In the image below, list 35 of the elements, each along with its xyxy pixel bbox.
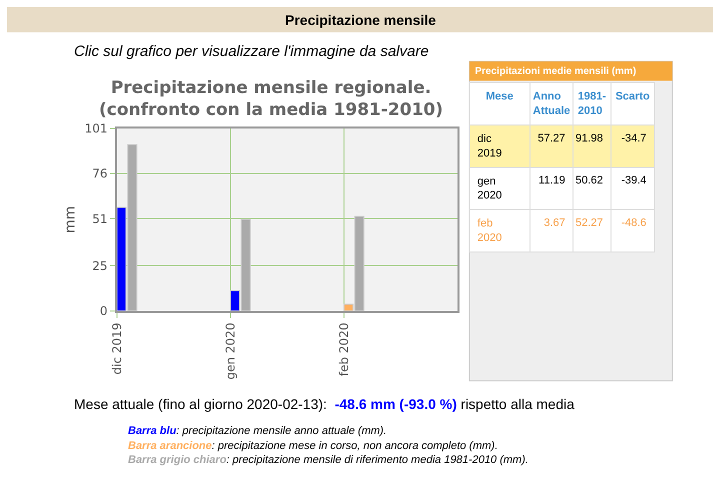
text: feb 2020 (477, 218, 502, 244)
text: 50.62 (575, 174, 603, 187)
text: Precipitazione mensile (285, 12, 436, 28)
chart-title: Precipitazione mensile regionale. (confronto con la media 1981-2010) (99, 78, 443, 120)
text: Anno Attuale (532, 90, 570, 118)
text: 52.27 (575, 216, 603, 229)
text: gen 2020 (477, 175, 502, 202)
text: -39.4 (621, 174, 646, 187)
text: Mese (486, 90, 514, 103)
x-tick-label: feb 2020 (336, 322, 351, 376)
text: Barra grigio chiaro (128, 454, 227, 466)
text: Clic sul grafico per visualizzare l'immagine da salvare (74, 43, 429, 60)
text: Barra blu (128, 425, 177, 437)
text: dic 2019 (477, 133, 502, 160)
y-tick-label: 101 (84, 122, 108, 136)
y-tick-label: 51 (92, 212, 108, 226)
text: 11.19 (538, 174, 566, 187)
y-tick-label: 76 (92, 166, 108, 181)
text: 57.27 (538, 132, 566, 144)
text: Mese attuale (fino al giorno 2020-02-13): (74, 396, 327, 412)
y-axis-title: mm (62, 206, 79, 234)
text: Precipitazioni medie mensili (mm) (475, 66, 636, 77)
text: rispetto alla media (460, 396, 574, 412)
text: -48.6 mm (-93.0 %) (334, 396, 457, 412)
x-tick-label: gen 2020 (223, 322, 238, 380)
text: -48.6 (621, 216, 646, 229)
text: Barra arancione (128, 440, 212, 452)
x-tick-label: dic 2019 (110, 322, 124, 375)
text: 91.98 (575, 132, 603, 144)
y-tick-label: 0 (100, 304, 108, 318)
text: 1981- 2010 (578, 90, 606, 118)
text: 3.67 (544, 216, 566, 229)
text: -34.7 (621, 132, 646, 144)
text: Scarto (615, 90, 650, 103)
y-tick-label: 25 (92, 258, 108, 273)
